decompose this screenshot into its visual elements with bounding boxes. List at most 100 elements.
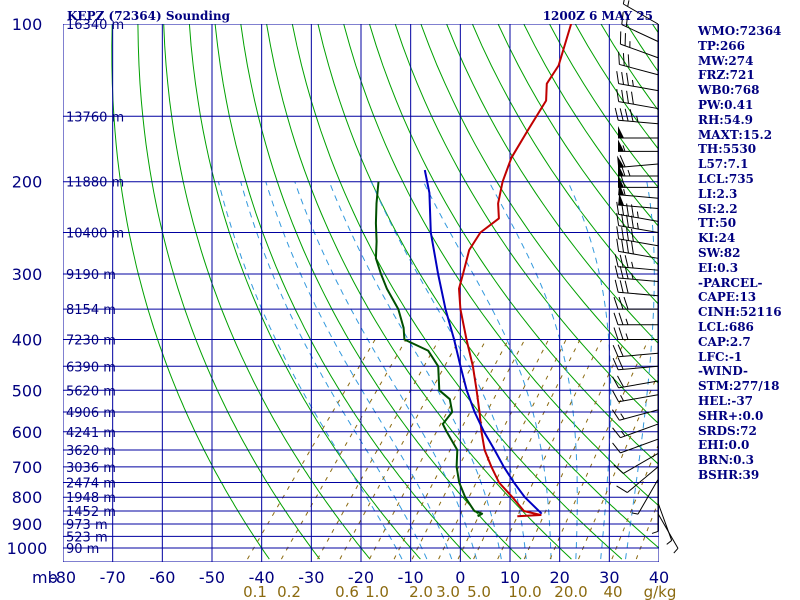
wind-barb-shaft	[627, 466, 659, 493]
mixing-ratio-tick-label: 40	[603, 583, 622, 600]
temperature-tick-label: -70	[100, 568, 126, 587]
height-label: 1452 m	[66, 505, 116, 520]
parcel-trace	[423, 169, 543, 515]
sounding-index: TT:50	[698, 216, 737, 231]
dry-adiabat-line	[497, 24, 659, 267]
mixing-ratio-line	[339, 339, 460, 560]
wind-barb-half-flag	[666, 540, 672, 545]
wind-barb-half-flag	[620, 413, 625, 420]
wind-barb-pennant	[618, 125, 624, 138]
wind-barb-flag	[626, 90, 629, 104]
wind-barb	[613, 453, 659, 474]
wind-barb-half-flag	[636, 211, 639, 218]
sounding-index: STM:277/18	[698, 379, 780, 394]
sounding-index: SI:2.2	[698, 201, 738, 216]
wind-barb-shaft	[619, 63, 659, 76]
wind-barb-flag	[618, 51, 620, 65]
sounding-index: CINH:52116	[698, 305, 782, 320]
wind-barb-flag	[611, 409, 620, 421]
sounding-index: MAXT:15.2	[698, 127, 773, 142]
mixing-ratio-tick-label: 20.0	[554, 583, 587, 600]
wind-barb-shaft	[623, 453, 659, 474]
station-title: KEPZ (72364) Sounding	[67, 9, 231, 23]
sounding-index: HEL:-37	[698, 393, 754, 408]
pressure-tick-label: 500	[12, 381, 43, 400]
sounding-index: LCL:686	[698, 319, 754, 334]
wind-barb-flag	[621, 227, 625, 240]
wind-barb-half-flag	[622, 145, 626, 152]
wind-barb	[618, 182, 659, 199]
wind-barb-flag	[623, 296, 629, 310]
moist-adiabats	[217, 181, 655, 560]
wind-barb-flag	[627, 54, 630, 68]
wind-barb	[612, 357, 659, 371]
moist-adiabat-line	[217, 181, 403, 560]
wind-barb	[614, 254, 659, 271]
wind-barb-half-flag	[636, 115, 639, 123]
wind-barb-flag	[631, 241, 634, 255]
sounding-index: FRZ:721	[698, 68, 755, 83]
wind-barb-flag	[614, 279, 619, 293]
sounding-index: MW:274	[698, 53, 754, 68]
wind-barb-half-flag	[625, 318, 629, 325]
wind-barb	[657, 513, 679, 554]
wind-barb-half-flag	[631, 273, 634, 280]
sounding-index: CAPE:13	[698, 290, 757, 305]
wind-barb-half-flag	[627, 169, 631, 177]
pressure-tick-label: 1000	[7, 539, 48, 558]
wind-barb	[617, 155, 659, 168]
moist-adiabat-line	[294, 181, 477, 560]
wind-barb	[618, 163, 658, 177]
mixing-ratio-line	[578, 370, 659, 560]
mixing-ratio-tick-label: g/kg	[644, 583, 677, 600]
wind-barb	[612, 438, 659, 454]
pressure-tick-label: 700	[12, 458, 43, 477]
wind-barb-flag	[613, 296, 619, 310]
pressure-unit-label: mb	[32, 568, 58, 587]
wind-barb-flag	[616, 238, 620, 252]
moist-adiabat-line	[422, 181, 552, 560]
mixing-ratio-tick-label: 2.0	[409, 583, 433, 600]
wind-barb-flag	[624, 255, 629, 268]
height-label: 3036 m	[66, 461, 116, 476]
wind-barb-flag	[619, 266, 624, 279]
height-label: 973 m	[66, 518, 108, 533]
wind-barb	[618, 125, 658, 139]
dry-adiabat-line	[394, 24, 659, 425]
wind-barb-flag	[619, 280, 624, 293]
wind-barb	[616, 238, 659, 259]
sounding-index: WB0:768	[698, 83, 760, 98]
wind-barb	[616, 226, 659, 247]
height-label: 16340 m	[66, 18, 124, 33]
wind-barb-flag	[614, 107, 619, 121]
wind-barb-flag	[622, 53, 625, 66]
wind-barb	[614, 279, 659, 297]
dry-adiabat-line	[240, 24, 522, 560]
wind-barb-flag	[616, 226, 620, 239]
wind-barb-flag	[626, 240, 629, 254]
wind-barb	[618, 193, 659, 210]
wind-barb-shaft	[618, 266, 659, 271]
wind-barb-flag	[618, 312, 624, 325]
wind-barb	[613, 296, 658, 310]
wind-barb-flag	[613, 312, 619, 325]
wind-barb-flag	[624, 266, 629, 279]
temperature-tick-label: 0	[455, 568, 465, 587]
dry-adiabats	[111, 24, 659, 560]
height-label: 10400 m	[66, 227, 124, 242]
wind-barb	[619, 31, 659, 59]
wind-barb-flag	[621, 202, 625, 216]
height-label: 4906 m	[66, 406, 116, 421]
temperature-tick-label: 10	[500, 568, 520, 587]
height-label: 7230 m	[66, 333, 116, 348]
wind-barb-flag	[614, 265, 619, 279]
sounding-index: -PARCEL-	[698, 275, 763, 290]
mixing-ratio-lines	[247, 339, 659, 560]
sounding-index: CAP:2.7	[698, 334, 751, 349]
wind-barb-shaft	[618, 380, 659, 389]
moist-adiabat-line	[567, 181, 612, 560]
wind-barb-pennant	[617, 155, 625, 168]
wind-barb	[616, 89, 659, 110]
mixing-ratio-tick-label: 3.0	[436, 583, 460, 600]
mixing-ratio-line	[549, 339, 649, 560]
